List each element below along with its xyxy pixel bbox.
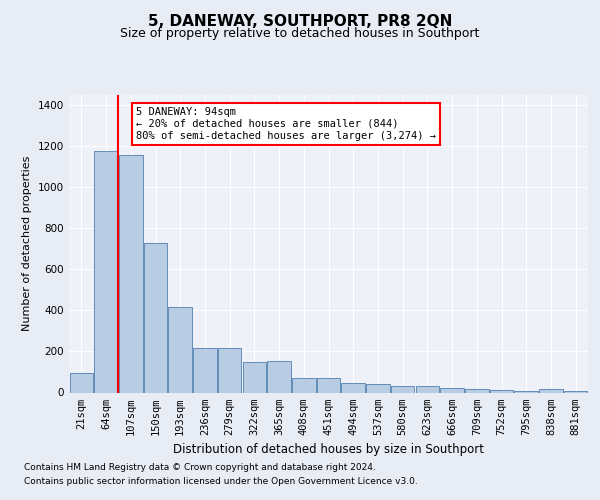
Bar <box>539 390 563 392</box>
Text: 5, DANEWAY, SOUTHPORT, PR8 2QN: 5, DANEWAY, SOUTHPORT, PR8 2QN <box>148 14 452 29</box>
Bar <box>94 152 118 392</box>
Text: Contains public sector information licensed under the Open Government Licence v3: Contains public sector information licen… <box>24 477 418 486</box>
Bar <box>465 390 488 392</box>
Bar <box>440 388 464 392</box>
Bar <box>193 348 217 393</box>
Bar <box>341 384 365 392</box>
Bar <box>391 386 415 392</box>
Bar <box>366 384 389 392</box>
Bar <box>119 154 143 392</box>
Bar <box>490 390 513 392</box>
Bar <box>70 373 93 392</box>
Text: Size of property relative to detached houses in Southport: Size of property relative to detached ho… <box>121 28 479 40</box>
Bar <box>169 308 192 392</box>
Bar <box>317 378 340 392</box>
Y-axis label: Number of detached properties: Number of detached properties <box>22 156 32 332</box>
Text: 5 DANEWAY: 94sqm
← 20% of detached houses are smaller (844)
80% of semi-detached: 5 DANEWAY: 94sqm ← 20% of detached house… <box>136 108 436 140</box>
Text: Contains HM Land Registry data © Crown copyright and database right 2024.: Contains HM Land Registry data © Crown c… <box>24 464 376 472</box>
Bar <box>268 360 291 392</box>
X-axis label: Distribution of detached houses by size in Southport: Distribution of detached houses by size … <box>173 443 484 456</box>
Bar <box>242 362 266 392</box>
Bar <box>144 242 167 392</box>
Bar <box>292 378 316 392</box>
Bar <box>416 386 439 392</box>
Bar <box>218 348 241 393</box>
